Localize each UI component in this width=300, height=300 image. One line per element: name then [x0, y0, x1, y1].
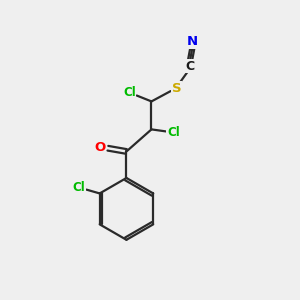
Text: S: S	[172, 82, 181, 95]
Text: O: O	[94, 141, 106, 154]
Text: Cl: Cl	[73, 181, 85, 194]
Text: Cl: Cl	[123, 86, 136, 99]
Text: N: N	[187, 35, 198, 48]
Text: Cl: Cl	[167, 126, 180, 139]
Text: C: C	[185, 60, 194, 73]
